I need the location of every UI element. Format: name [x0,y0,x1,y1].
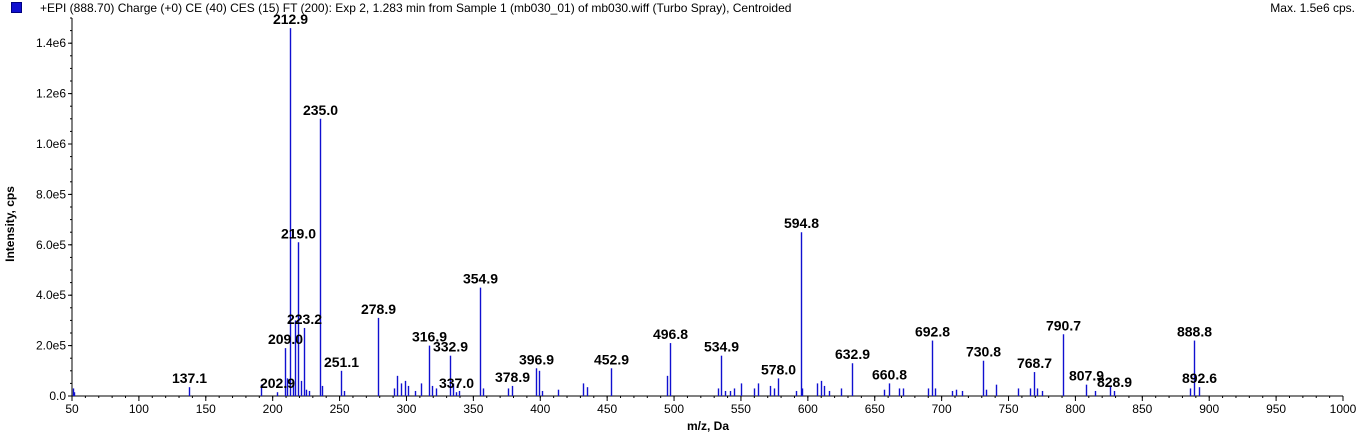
x-tick-label: 850 [1132,402,1152,416]
peak-label: 137.1 [172,370,207,386]
peak-label: 202.9 [260,375,295,391]
peak-label: 496.8 [653,326,688,342]
x-tick-label: 300 [396,402,416,416]
x-tick-label: 650 [865,402,885,416]
peak-label: 212.9 [273,11,308,27]
peak-label: 251.1 [324,354,359,370]
peak-label: 632.9 [835,346,870,362]
x-tick-label: 150 [196,402,216,416]
peak-label: 235.0 [303,102,338,118]
peak-label: 534.9 [704,339,739,355]
y-tick-label: 1.4e6 [36,36,66,50]
peak-label: 378.9 [495,369,530,385]
peak-label: 209.0 [268,331,303,347]
peak-label: 278.9 [361,301,396,317]
legend-swatch-icon [11,2,22,13]
peak-labels: 137.1 202.9 209.0 212.9 219.0 223.2 235.0 251.1… [172,11,1217,391]
peak-label: 828.9 [1097,374,1132,390]
x-tick-label: 200 [263,402,283,416]
peak-label: 660.8 [872,366,907,382]
x-tick-label: 450 [597,402,617,416]
peak-label: 807.9 [1069,368,1104,384]
chart-title: +EPI (888.70) Charge (+0) CE (40) CES (1… [40,1,792,15]
x-tick-label: 900 [1199,402,1219,416]
peak-label: 768.7 [1017,355,1052,371]
peak-label: 223.2 [287,311,322,327]
y-tick-label: 1.2e6 [36,87,66,101]
x-tick-label: 50 [65,402,79,416]
peak-label: 594.8 [784,215,819,231]
peak-label: 790.7 [1046,317,1081,333]
spectrum-peaks [72,28,1201,396]
x-tick-label: 400 [530,402,550,416]
x-tick-label: 950 [1266,402,1286,416]
peak-label: 452.9 [594,351,629,367]
peak-label: 888.8 [1177,324,1212,340]
peak-label: 337.0 [439,375,474,391]
chart-header: +EPI (888.70) Charge (+0) CE (40) CES (1… [0,0,1360,18]
peak-label: 316.9 [412,329,447,345]
peak-label: 892.6 [1182,370,1217,386]
y-tick-label: 1.0e6 [36,137,66,151]
x-tick-label: 250 [330,402,350,416]
max-intensity-readout: Max. 1.5e6 cps. [1270,1,1355,15]
peak-label: 219.0 [281,225,316,241]
peak-label: 332.9 [433,339,468,355]
x-tick-label: 600 [798,402,818,416]
x-tick-label: 750 [999,402,1019,416]
chart-axes: 0.0 2.0e5 4.0e5 6.0e5 8.0e5 1.0e6 1.2e6 1.4e6 50… [36,17,1357,416]
x-axis-title: m/z, Da [687,419,729,433]
y-tick-label: 6.0e5 [36,238,66,252]
peak-label: 578.0 [761,361,796,377]
x-tick-label: 1000 [1330,402,1357,416]
y-tick-label: 4.0e5 [36,288,66,302]
x-tick-label: 500 [664,402,684,416]
y-tick-label: 8.0e5 [36,187,66,201]
y-axis-title: Intensity, cps [3,186,17,262]
x-tick-label: 800 [1065,402,1085,416]
peak-label: 396.9 [519,351,554,367]
peak-label: 692.8 [915,324,950,340]
x-tick-label: 100 [129,402,149,416]
peak-label: 354.9 [463,271,498,287]
y-tick-label: 0.0 [49,389,66,403]
y-tick-label: 2.0e5 [36,339,66,353]
x-tick-label: 550 [731,402,751,416]
peak-label: 730.8 [966,344,1001,360]
x-tick-label: 350 [463,402,483,416]
x-tick-label: 700 [932,402,952,416]
